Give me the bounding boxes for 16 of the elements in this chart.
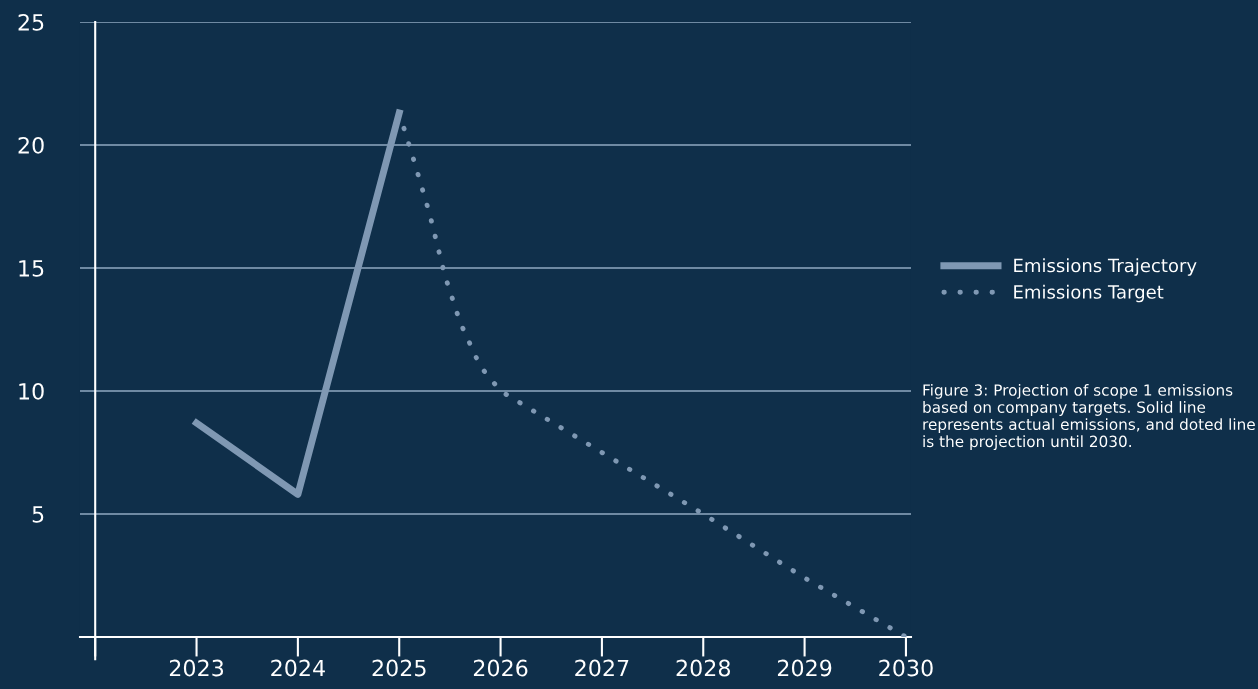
x-tick-label: 2029: [777, 659, 832, 677]
y-tick-label: 15: [19, 260, 44, 277]
x-tick-label: 2028: [676, 659, 731, 677]
legend-label: Emissions Trajectory: [1014, 258, 1197, 276]
x-tick-label: 2027: [575, 659, 629, 677]
y-tick-label: 20: [18, 136, 44, 154]
y-tick-label: 25: [18, 13, 44, 31]
y-tick-label: 5: [32, 506, 44, 523]
x-tick-label: 2025: [372, 659, 426, 677]
x-tick-label: 2024: [271, 659, 325, 677]
x-tick-label: 2030: [879, 659, 933, 677]
y-tick-label: 10: [19, 382, 44, 400]
x-tick-label: 2026: [473, 659, 528, 677]
legend-label: Emissions Target: [1014, 284, 1164, 303]
x-tick-label: 2023: [169, 659, 224, 677]
caption: Figure 3: Projection of scope 1 emissions based on company targets. Solid line represents actual emissions, and doted line is the projection until 2030.: [923, 384, 1255, 451]
